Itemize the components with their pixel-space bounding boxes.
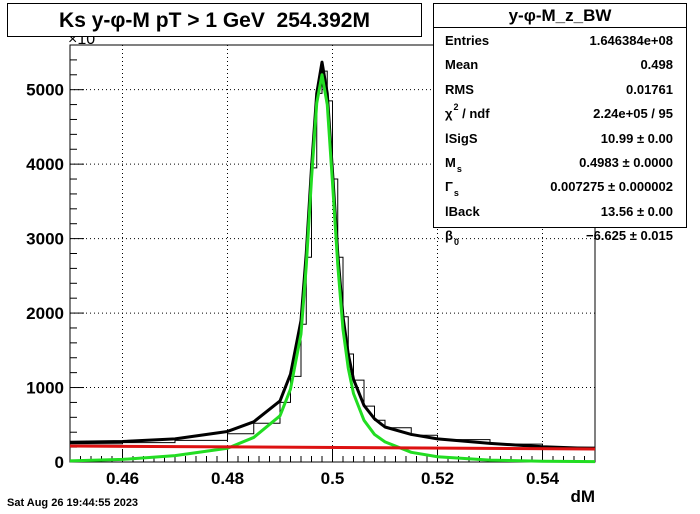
stat-row-lsigs: lSigS 10.99 ± 0.00 [434,126,686,150]
y-tick-label: 5000 [26,81,64,100]
m-subscript: s [456,163,462,174]
background-curve [69,444,596,451]
stat-key: lBack [445,203,480,219]
stat-key: β0 [445,228,459,247]
x-tick-label: 0.5 [321,469,345,488]
m-symbol: M [445,154,456,170]
chi-superscript: 2 [453,102,459,113]
beta-symbol: β [445,228,453,244]
x-tick-label: 0.46 [106,469,139,488]
chi-ndf-label: / ndf [458,106,490,122]
stat-value: 0.4983 ± 0.0000 [579,154,673,170]
stat-row-lback: lBack 13.56 ± 0.00 [434,199,686,223]
chart-title: Ks y-φ-M pT > 1 GeV 254.392M [7,3,422,37]
stats-box: y-φ-M_z_BW Entries 1.646384e+08 Mean 0.4… [433,3,687,247]
beta-subscript: 0 [453,237,459,248]
stat-value: 0.01761 [626,81,673,97]
stat-row-entries: Entries 1.646384e+08 [434,28,686,52]
chi-symbol: χ [445,106,453,122]
gamma-symbol: Γ [445,179,453,195]
signal-curve [69,73,596,464]
stat-value: 2.24e+05 / 95 [593,106,673,122]
stat-row-beta: β0 −6.625 ± 0.015 [434,223,686,247]
stat-value: 13.56 ± 0.00 [600,203,673,219]
gamma-subscript: s [453,188,459,199]
y-tick-label: 0 [55,453,64,472]
x-tick-label: 0.52 [421,469,454,488]
timestamp: Sat Aug 26 19:44:55 2023 [7,497,139,509]
x-tick-label: 0.48 [211,469,244,488]
stat-value: 1.646384e+08 [589,33,673,48]
stat-row-rms: RMS 0.01761 [434,77,686,101]
stat-key: Ms [445,154,462,174]
stat-row-gamma: Γs 0.007275 ± 0.000002 [434,174,686,198]
stat-key: lSigS [445,130,478,146]
stat-key: Mean [445,57,479,73]
stat-value: 0.498 [640,57,673,73]
x-axis-label: dM [570,487,595,506]
y-tick-label: 3000 [26,230,64,249]
stats-title: y-φ-M_z_BW [434,4,686,28]
stat-key: Entries [445,33,490,48]
y-tick-label: 2000 [26,304,64,323]
histogram-series [70,70,595,448]
stat-value: 0.007275 ± 0.000002 [550,179,673,195]
y-tick-label: 4000 [26,155,64,174]
stat-key: Γs [445,179,459,198]
stat-row-ms: Ms 0.4983 ± 0.0000 [434,150,686,174]
stat-key: χ2 / ndf [445,102,490,122]
stat-row-mean: Mean 0.498 [434,52,686,76]
x-tick-label: 0.54 [526,469,560,488]
y-tick-label: 1000 [26,379,64,398]
stat-key: RMS [445,81,474,97]
stat-value: −6.625 ± 0.015 [585,228,673,244]
stat-row-chi2: χ2 / ndf 2.24e+05 / 95 [434,101,686,125]
stat-value: 10.99 ± 0.00 [600,130,673,146]
